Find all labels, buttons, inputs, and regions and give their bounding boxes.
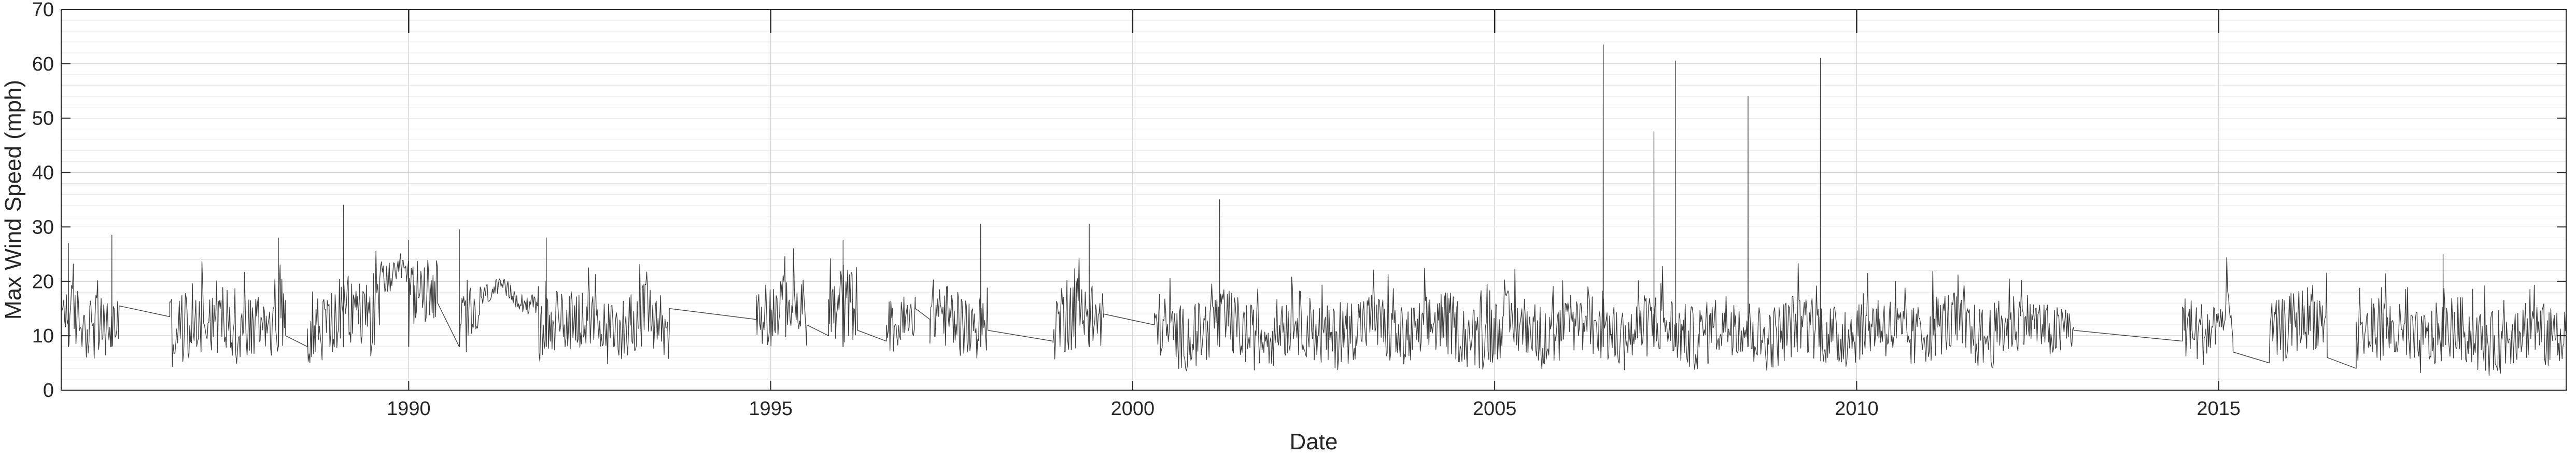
- y-tick-label: 0: [43, 380, 54, 402]
- x-tick-label: 2000: [1111, 398, 1155, 420]
- x-tick-label: 1995: [749, 398, 793, 420]
- series-line: [61, 44, 2566, 376]
- x-tick-label: 1990: [387, 398, 431, 420]
- y-tick-label: 60: [32, 53, 54, 75]
- tick-marks: [61, 9, 2566, 391]
- plot-frame: [61, 9, 2567, 391]
- minor-grid: [61, 20, 2566, 380]
- y-tick-label: 40: [32, 162, 54, 184]
- x-tick-label: 2015: [2197, 398, 2241, 420]
- x-tick-labels: 1990 1995 2000 2005 2010 2015: [387, 398, 2241, 420]
- y-tick-label: 30: [32, 216, 54, 238]
- y-tick-label: 10: [32, 325, 54, 347]
- y-axis-title: Max Wind Speed (mph): [1, 80, 26, 320]
- x-tick-label: 2005: [1473, 398, 1517, 420]
- y-tick-label: 20: [32, 271, 54, 293]
- y-tick-labels: 0 10 20 30 40 50 60 70: [32, 0, 54, 402]
- series-line-group: [61, 44, 2566, 376]
- y-tick-label: 50: [32, 108, 54, 130]
- y-tick-label: 70: [32, 0, 54, 21]
- x-tick-label: 2010: [1835, 398, 1879, 420]
- x-axis-title: Date: [1290, 429, 1338, 454]
